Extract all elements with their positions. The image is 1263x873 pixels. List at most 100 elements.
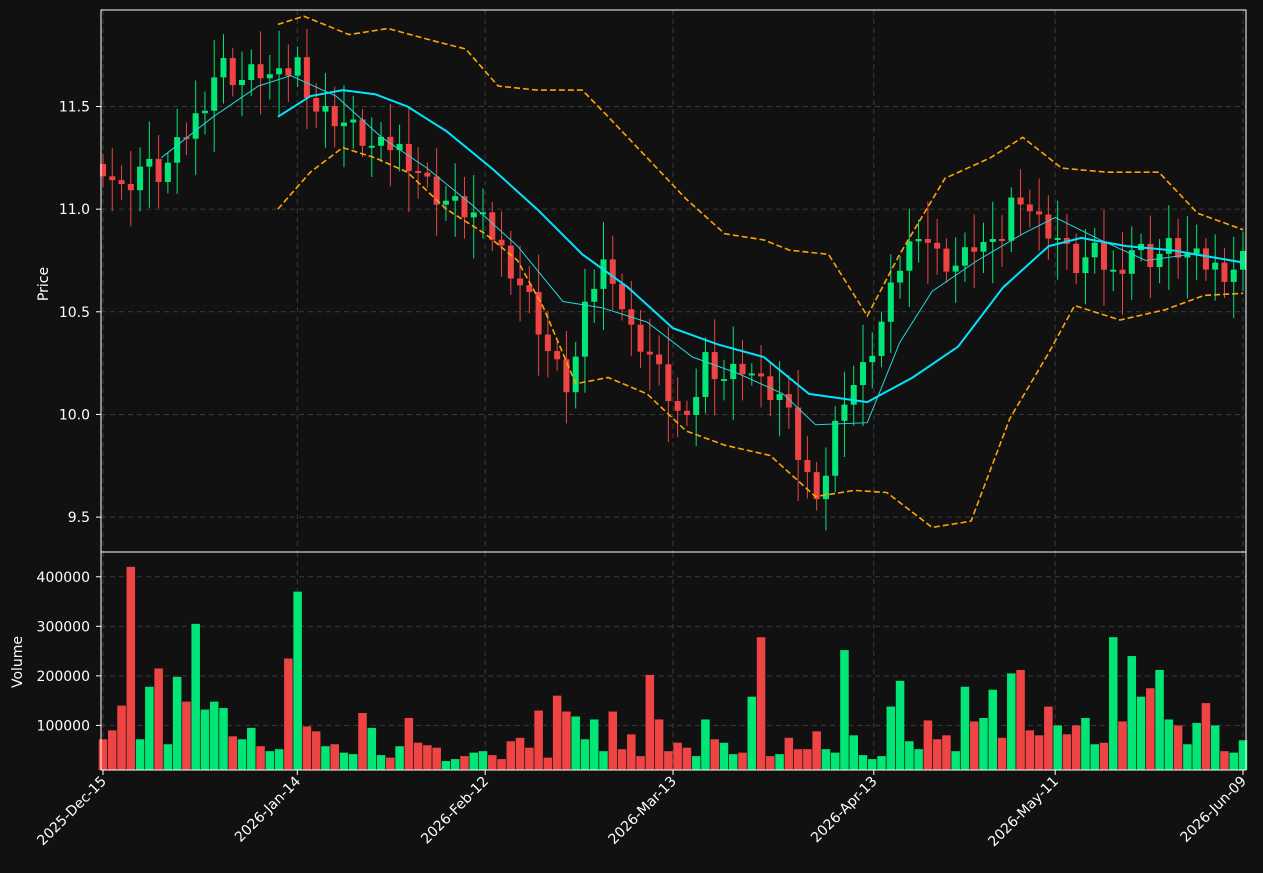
candle-body	[600, 259, 607, 289]
volume-bar	[960, 686, 970, 770]
candle	[442, 185, 449, 221]
volume-bar	[979, 717, 988, 770]
volume-bar	[200, 709, 210, 770]
candle-body	[211, 77, 218, 111]
candle-body	[544, 334, 551, 352]
candle-body	[489, 212, 496, 240]
candle-body	[378, 136, 385, 146]
candle-body	[971, 247, 978, 252]
candle-body	[1008, 197, 1015, 241]
candle-body	[841, 404, 848, 421]
volume-bar	[747, 696, 757, 770]
candle	[739, 340, 746, 401]
volume-bar	[126, 566, 136, 770]
volume-bar	[645, 674, 655, 770]
candle	[331, 86, 338, 148]
candle	[220, 34, 227, 104]
candle	[980, 222, 987, 273]
candle	[646, 318, 653, 391]
candle	[934, 218, 941, 275]
volume-bar	[1210, 725, 1220, 770]
candle	[303, 28, 310, 130]
price-axis-label: Price	[36, 267, 52, 301]
candle-body	[266, 74, 273, 79]
volume-bar	[877, 756, 886, 770]
volume-bar	[311, 731, 321, 770]
candle-body	[711, 352, 718, 380]
volume-bar	[265, 751, 275, 770]
candle	[1212, 234, 1219, 301]
volume-bar	[274, 749, 284, 770]
candle-body	[869, 355, 876, 363]
volume-bar	[302, 726, 312, 770]
candle	[869, 332, 876, 389]
candle-body	[1054, 237, 1061, 240]
volume-bar	[914, 749, 923, 770]
volume-bar	[256, 746, 265, 770]
candle	[368, 117, 375, 177]
volume-bar	[710, 739, 719, 770]
moving-average-slow	[277, 89, 1244, 404]
candle-body	[832, 420, 839, 476]
volume-bar	[293, 591, 302, 770]
candle-body	[461, 196, 468, 218]
candle-body	[748, 373, 755, 376]
candle	[720, 359, 727, 401]
candle-body	[591, 288, 598, 302]
candle-body	[961, 247, 968, 266]
volume-bar	[580, 739, 590, 770]
volume-bar	[423, 745, 432, 770]
volume-bar	[163, 744, 173, 770]
candle	[961, 232, 968, 282]
volume-bar	[478, 751, 488, 770]
volume-bar	[803, 749, 812, 770]
candle	[693, 368, 700, 447]
candle	[554, 340, 561, 371]
candle-body	[498, 239, 505, 246]
candle-body	[887, 282, 894, 322]
candle	[294, 46, 301, 88]
volume-bar	[358, 713, 367, 770]
volume-bar	[469, 752, 478, 770]
candle-body	[350, 119, 357, 123]
candle-body	[1147, 243, 1154, 268]
candle-body	[785, 394, 792, 408]
volume-bar	[932, 739, 942, 770]
price-overlays	[160, 15, 1244, 529]
candle-body	[1165, 238, 1172, 254]
candle	[479, 188, 487, 239]
volume-bar	[98, 739, 108, 770]
volume-bar	[942, 735, 951, 770]
candle	[795, 370, 802, 502]
volume-bar	[506, 741, 516, 770]
volume-tick-label: 300000	[37, 619, 90, 635]
candle-body	[878, 321, 885, 356]
candle-body	[118, 180, 125, 185]
volume-bar	[1127, 656, 1137, 770]
volume-bar	[460, 756, 469, 770]
candle-body	[1128, 250, 1135, 274]
candle	[702, 337, 709, 414]
candle-body	[359, 119, 366, 146]
candle	[572, 341, 579, 409]
price-y-axis: 9.5 10.0 10.5 11.0 11.5	[59, 99, 101, 526]
candle-body	[1045, 214, 1052, 239]
volume-bar	[1053, 725, 1062, 770]
candle	[1221, 247, 1228, 299]
candle	[999, 215, 1006, 267]
volume-bar	[664, 751, 673, 770]
candle-body	[1221, 262, 1228, 282]
candle	[424, 162, 431, 188]
candle-body	[1073, 243, 1080, 274]
volume-bar	[182, 701, 191, 770]
candle-body	[303, 57, 310, 98]
volume-bar	[905, 741, 914, 770]
candle-body	[850, 385, 857, 405]
candle	[1082, 228, 1089, 305]
volume-bar	[432, 747, 441, 770]
volume-bar	[1034, 735, 1044, 770]
candle-body	[174, 137, 181, 163]
candle-body	[1091, 242, 1098, 258]
candle	[656, 335, 663, 386]
